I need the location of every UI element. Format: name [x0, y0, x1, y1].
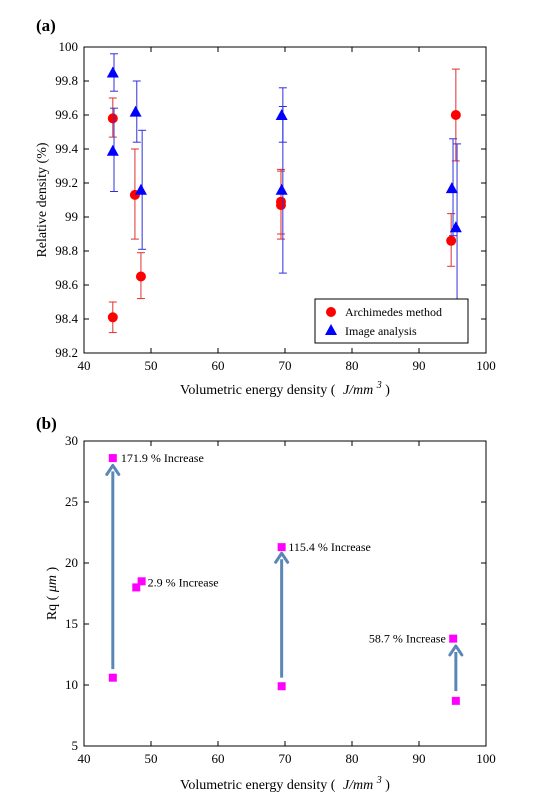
image-analysis-point [275, 183, 288, 195]
panel-b: (b) 5 10 15 20 25 30 40 50 60 70 80 90 100 171.9 % … [36, 414, 496, 793]
rq-point [108, 454, 117, 463]
panel-b-y-label-text: Rq ( [45, 595, 60, 620]
panel-b-marks [108, 454, 460, 705]
legend-marker-image-analysis [325, 324, 337, 335]
image-analysis-point [134, 183, 147, 195]
a-xtick-label: 70 [279, 358, 292, 373]
a-ytick-label: 100 [59, 39, 79, 54]
a-ytick-label: 99.2 [55, 175, 78, 190]
increase-annotation: 171.9 % Increase [121, 451, 204, 465]
archimedes-point [107, 312, 118, 323]
a-ytick-label: 98.6 [55, 277, 78, 292]
archimedes-point [135, 271, 146, 282]
panel-a-x-label-text: Volumetric energy density ( [180, 383, 336, 398]
a-ytick-label: 98.8 [55, 243, 78, 258]
increase-annotation: 58.7 % Increase [369, 632, 446, 646]
panel-a-x-label-unit: J/mm [343, 383, 373, 398]
panel-a-x-ticks: 40 50 60 70 80 90 100 [78, 47, 496, 373]
rq-point [132, 583, 141, 592]
panel-a-marks [106, 53, 462, 334]
increase-arrow-head [274, 551, 290, 564]
panel-b-x-label-text: Volumetric energy density ( [180, 778, 336, 793]
b-xtick-label: 100 [476, 751, 496, 766]
a-ytick-label: 99.4 [55, 141, 78, 156]
b-xtick-label: 60 [212, 751, 225, 766]
panel-b-y-axis-label: Rq ( μm ) [45, 567, 60, 621]
b-xtick-label: 90 [413, 751, 426, 766]
a-ytick-label: 98.2 [55, 345, 78, 360]
archimedes-point [275, 200, 286, 211]
panel-a-x-label-close: ) [385, 383, 390, 398]
a-xtick-label: 100 [476, 358, 496, 373]
panel-a-y-axis-label: Relative density (%) [35, 142, 50, 257]
image-analysis-point [129, 105, 142, 117]
b-ytick-label: 25 [65, 494, 78, 509]
a-ytick-label: 99 [65, 209, 78, 224]
increase-annotation: 115.4 % Increase [288, 540, 371, 554]
panel-b-x-label-close: ) [385, 778, 390, 793]
rq-point [451, 696, 460, 705]
b-ytick-label: 10 [65, 677, 78, 692]
panel-b-x-label-exponent: 3 [376, 775, 382, 786]
increase-annotation: 2.9 % Increase [148, 576, 219, 590]
rq-point [449, 634, 458, 643]
image-analysis-point [449, 221, 462, 233]
panel-b-arrows [105, 463, 464, 692]
archimedes-point [450, 110, 461, 120]
b-xtick-label: 80 [346, 751, 359, 766]
b-xtick-label: 70 [279, 751, 292, 766]
panel-b-x-ticks: 40 50 60 70 80 90 100 [78, 441, 496, 766]
rq-point [137, 577, 146, 586]
a-ytick-label: 99.8 [55, 73, 78, 88]
legend-marker-archimedes [326, 307, 336, 317]
b-ytick-label: 5 [72, 738, 79, 753]
a-xtick-label: 60 [212, 358, 225, 373]
b-ytick-label: 30 [65, 433, 78, 448]
a-xtick-label: 80 [346, 358, 359, 373]
increase-arrow-head [448, 644, 464, 657]
b-ytick-label: 15 [65, 616, 78, 631]
panel-b-y-label-close: ) [45, 567, 60, 572]
image-analysis-point [445, 182, 458, 194]
panel-b-y-ticks: 5 10 15 20 25 30 [65, 433, 486, 753]
panel-b-plot-frame [83, 440, 487, 747]
a-xtick-label: 50 [145, 358, 158, 373]
panel-a-legend: Archimedes method Image analysis [314, 298, 469, 344]
panel-b-x-axis-label: Volumetric energy density ( J/mm 3 ) [180, 772, 390, 793]
panel-a: (a) 98.2 98.4 98.6 98.8 99 99.2 99.4 99.6 99.8 10… [35, 16, 496, 398]
image-analysis-point [106, 66, 119, 78]
panel-a-x-label-exponent: 3 [376, 380, 382, 391]
legend-label-archimedes: Archimedes method [345, 305, 442, 319]
image-analysis-point [275, 109, 288, 120]
panel-b-label: (b) [36, 414, 57, 433]
panel-a-x-axis-label: Volumetric energy density ( J/mm 3 ) [180, 377, 390, 398]
a-xtick-label: 40 [78, 358, 91, 373]
a-ytick-label: 99.6 [55, 107, 78, 122]
rq-point [277, 682, 286, 691]
panel-a-label: (a) [36, 16, 56, 35]
increase-arrow-head [105, 463, 121, 476]
legend-box [314, 298, 469, 344]
panel-b-y-label-unit: μm [45, 575, 60, 593]
a-xtick-label: 90 [413, 358, 426, 373]
rq-point [277, 543, 286, 552]
a-ytick-label: 98.4 [55, 311, 78, 326]
archimedes-point [446, 235, 457, 246]
legend-label-image-analysis: Image analysis [345, 324, 417, 338]
b-xtick-label: 40 [78, 751, 91, 766]
b-xtick-label: 50 [145, 751, 158, 766]
image-analysis-point [106, 144, 119, 156]
panel-a-y-ticks: 98.2 98.4 98.6 98.8 99 99.2 99.4 99.6 99.8 100 [55, 39, 486, 360]
rq-point [108, 673, 117, 682]
panel-b-x-label-unit: J/mm [343, 778, 373, 793]
archimedes-point [107, 113, 118, 124]
b-ytick-label: 20 [65, 555, 78, 570]
panel-b-annotations: 171.9 % Increase 2.9 % Increase 115.4 % In… [121, 451, 446, 646]
